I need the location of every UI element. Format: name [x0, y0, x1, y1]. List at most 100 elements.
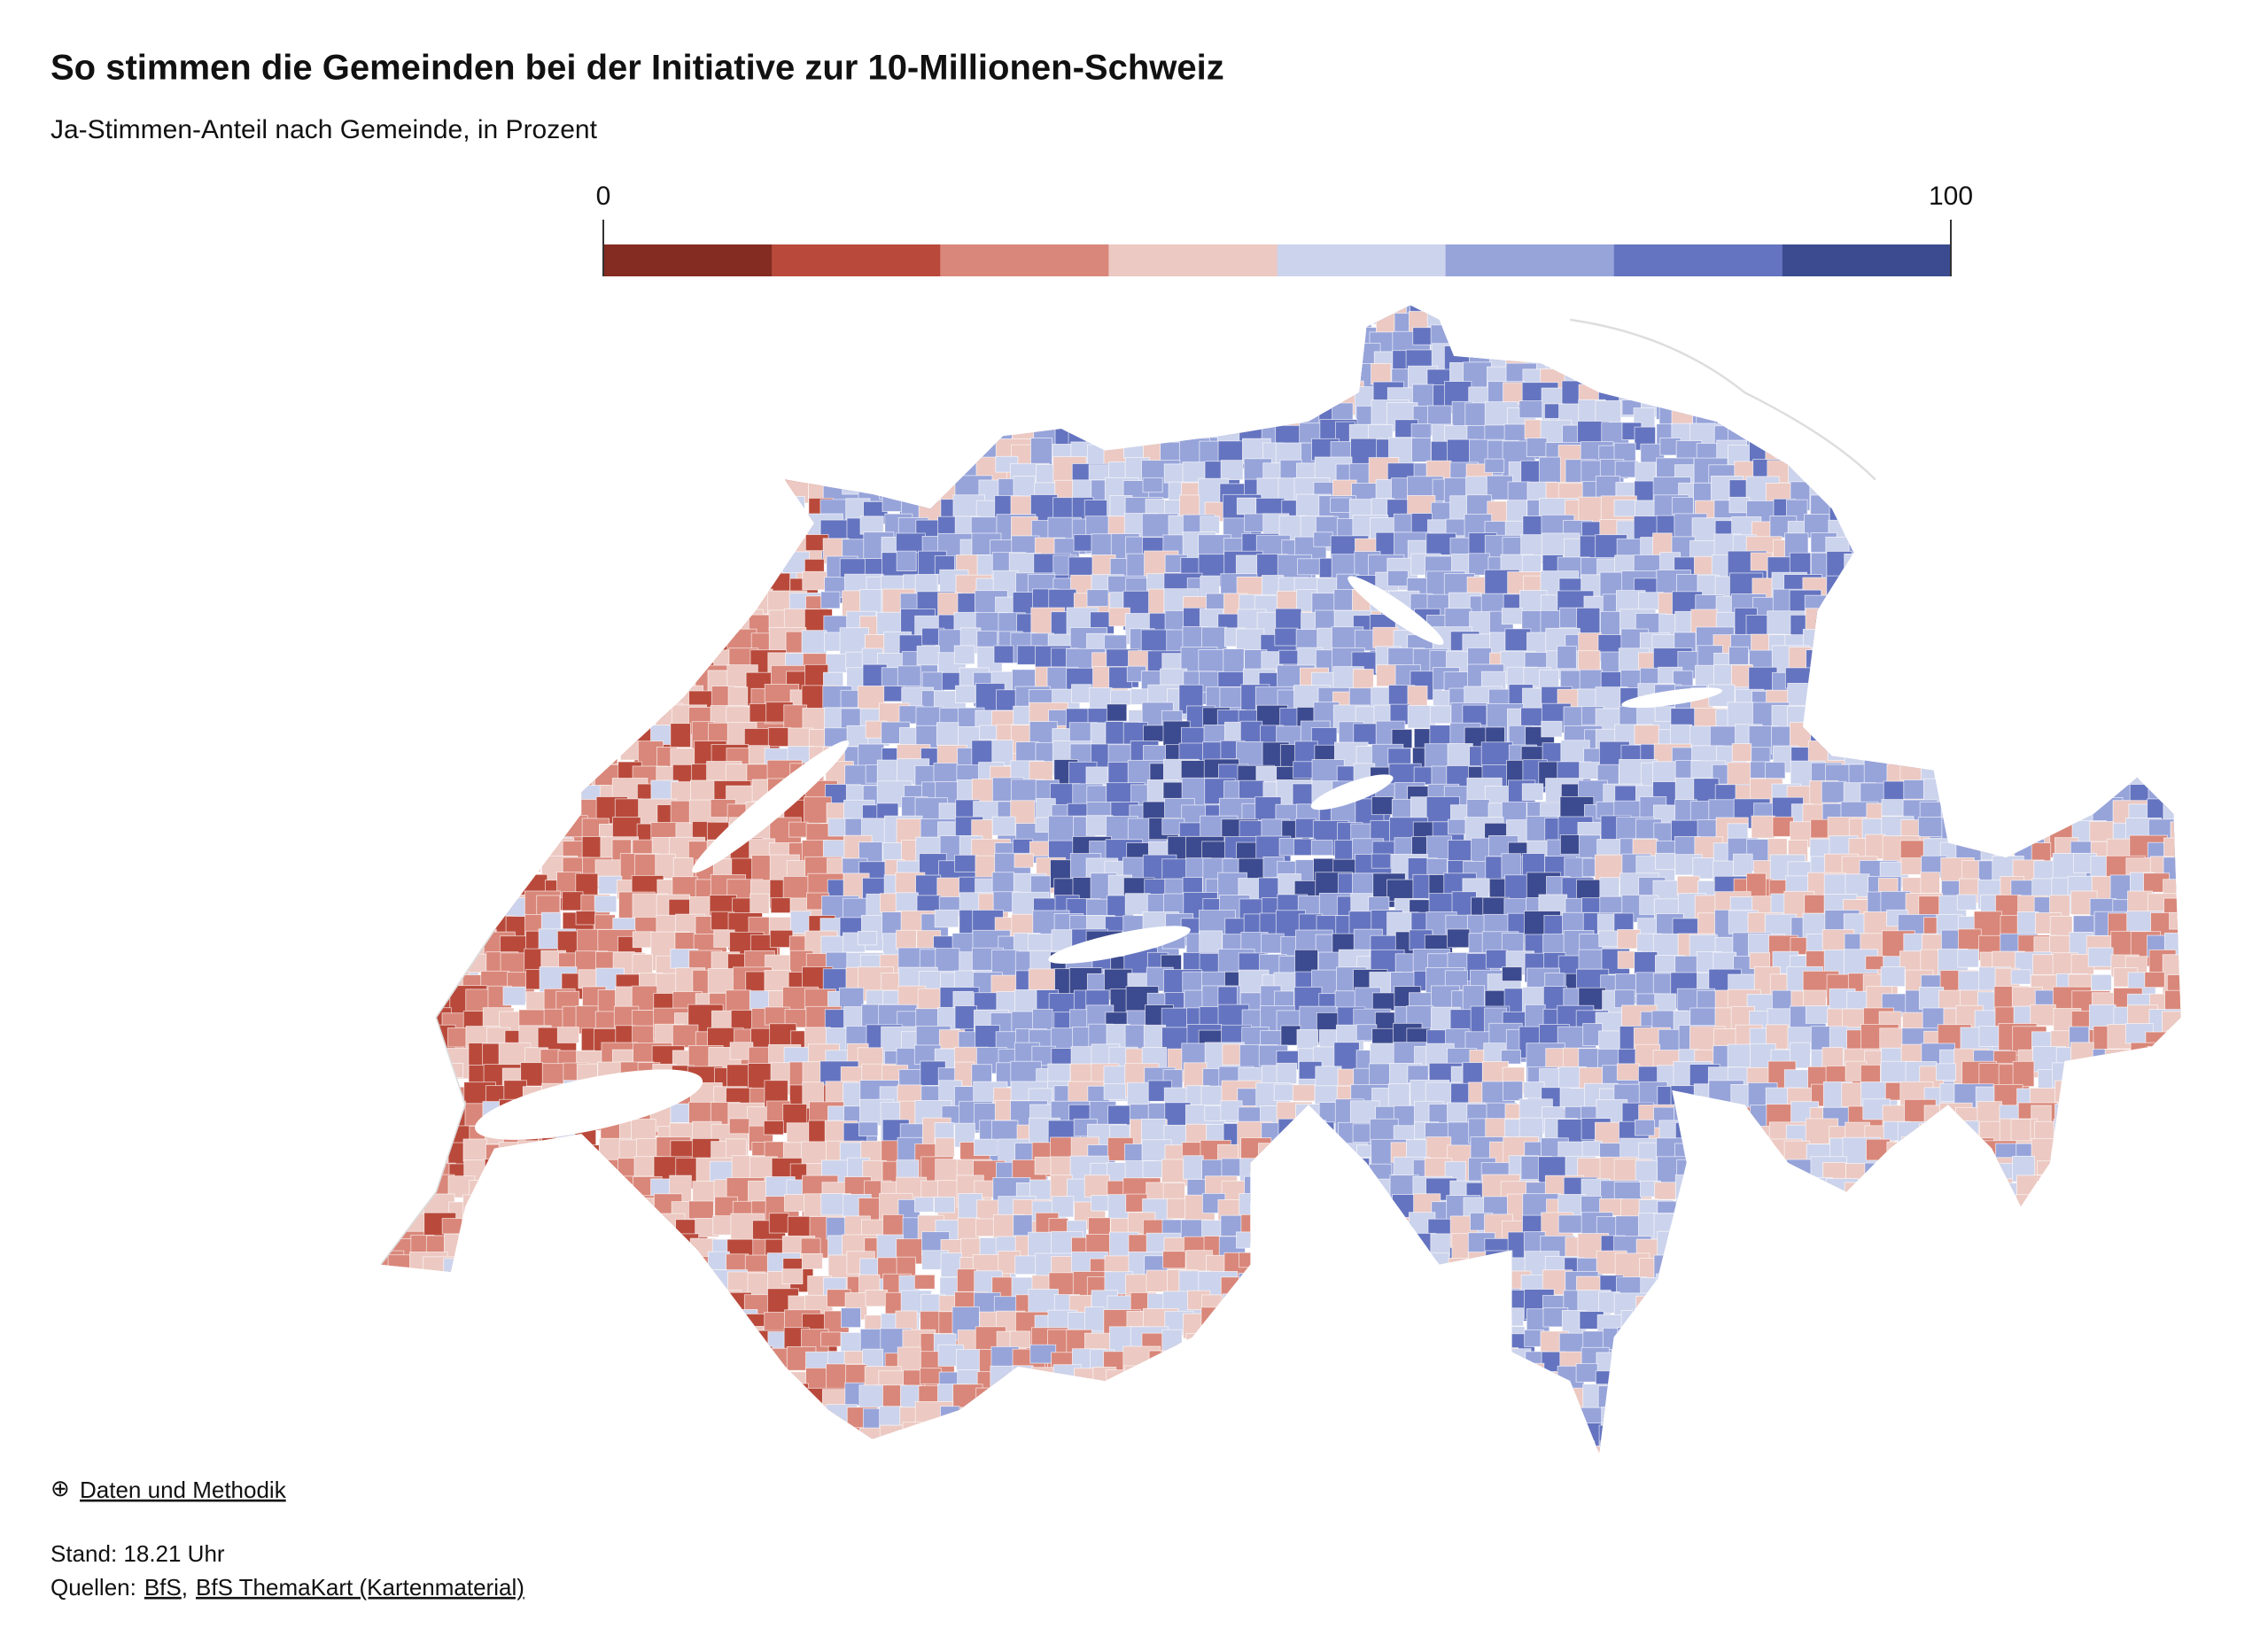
municipality	[2111, 1061, 2148, 1089]
municipality	[2143, 344, 2179, 387]
municipality	[1124, 363, 1163, 391]
municipality	[2109, 382, 2133, 404]
municipality	[1254, 305, 1285, 320]
municipality	[462, 593, 499, 640]
municipality	[920, 385, 942, 408]
municipality	[1315, 287, 1333, 303]
municipality	[1899, 404, 1920, 429]
municipality	[802, 570, 827, 591]
municipality	[1767, 306, 1798, 337]
municipality	[1394, 1237, 1425, 1266]
municipality	[423, 596, 454, 635]
municipality	[2182, 631, 2221, 662]
municipality	[594, 895, 617, 913]
municipality	[485, 425, 514, 446]
municipality	[896, 550, 917, 571]
municipality	[731, 400, 765, 435]
municipality	[597, 478, 621, 500]
municipality	[390, 853, 411, 875]
municipality	[2181, 952, 2210, 988]
municipality	[2185, 348, 2210, 378]
municipality	[652, 305, 685, 319]
municipality	[1806, 1197, 1829, 1220]
municipality	[2113, 632, 2147, 671]
municipality	[763, 309, 792, 344]
municipality	[730, 423, 771, 454]
municipality	[540, 759, 566, 784]
municipality	[1217, 986, 1238, 1008]
municipality	[2165, 578, 2181, 605]
municipality	[2034, 534, 2060, 562]
municipality	[2142, 305, 2180, 318]
municipality	[1274, 627, 1299, 647]
municipality	[2132, 1142, 2160, 1167]
municipality	[1449, 305, 1489, 322]
municipality	[2124, 445, 2154, 469]
municipality	[1317, 345, 1357, 386]
municipality	[543, 1252, 579, 1286]
municipality	[956, 326, 986, 353]
municipality	[2031, 666, 2055, 685]
municipality	[524, 402, 554, 424]
municipality	[1867, 1233, 1903, 1264]
municipality	[485, 461, 517, 492]
municipality	[2092, 611, 2115, 632]
municipality	[1636, 305, 1676, 337]
municipality	[1860, 539, 1888, 565]
municipality	[2182, 495, 2220, 538]
municipality	[1807, 461, 1838, 484]
municipality	[2093, 313, 2132, 361]
municipality	[2124, 740, 2162, 781]
municipality	[862, 456, 898, 485]
municipality	[991, 872, 1015, 895]
municipality	[1920, 1236, 1942, 1261]
municipality	[990, 325, 1029, 370]
municipality	[1146, 399, 1180, 430]
municipality	[2150, 1086, 2173, 1113]
municipality	[540, 384, 572, 413]
municipality	[1200, 516, 1220, 534]
municipality	[423, 350, 459, 395]
municipality	[859, 516, 884, 535]
municipality	[1413, 766, 1434, 786]
municipality	[560, 1162, 588, 1190]
municipality	[1708, 1215, 1729, 1237]
municipality	[1863, 670, 1899, 703]
municipality	[2126, 345, 2164, 382]
municipality	[1827, 608, 1864, 648]
municipality	[974, 992, 999, 1011]
municipality	[385, 609, 420, 647]
municipality	[468, 819, 494, 852]
municipality	[380, 818, 395, 840]
municipality	[2067, 744, 2092, 769]
municipality	[427, 778, 467, 823]
municipality	[408, 407, 447, 447]
municipality	[2087, 446, 2117, 469]
municipality	[1942, 702, 1977, 739]
municipality	[560, 1175, 584, 1202]
municipality	[1898, 384, 1922, 403]
municipality	[2163, 1081, 2181, 1107]
municipality	[462, 1254, 497, 1280]
municipality	[423, 954, 454, 981]
municipality	[388, 499, 428, 539]
municipality	[710, 575, 733, 593]
municipality	[1995, 554, 2017, 579]
municipality	[2055, 802, 2077, 823]
municipality	[409, 1067, 430, 1091]
municipality	[447, 326, 485, 368]
municipality	[1860, 1200, 1897, 1230]
municipality	[463, 689, 490, 717]
municipality	[1708, 1105, 1747, 1153]
municipality	[542, 552, 564, 569]
municipality	[2167, 312, 2181, 338]
municipality	[1942, 1218, 1978, 1263]
municipality	[2132, 519, 2156, 548]
municipality	[788, 367, 812, 387]
municipality	[901, 381, 935, 417]
municipality	[1312, 1121, 1335, 1140]
municipality	[447, 841, 470, 870]
municipality	[524, 381, 546, 402]
municipality	[1084, 1174, 1110, 1198]
